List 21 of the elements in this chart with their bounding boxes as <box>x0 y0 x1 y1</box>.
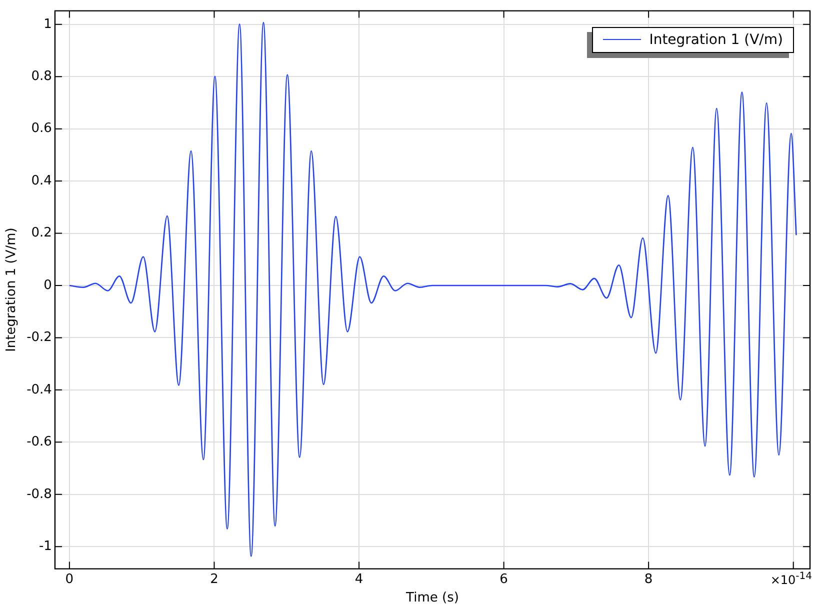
x-tick-label: 4 <box>354 572 364 587</box>
x-tick-label: 6 <box>500 572 508 587</box>
y-tick-label: -0.2 <box>26 330 52 346</box>
y-tick-label: 0.8 <box>31 68 52 84</box>
x-axis-title: Time (s) <box>405 590 459 606</box>
x-tick-label: 2 <box>210 572 218 587</box>
line-series <box>68 22 797 557</box>
y-tick-label: -0.6 <box>26 434 52 450</box>
y-tick-label: -0.8 <box>26 486 52 502</box>
y-tick-label: 1 <box>44 16 52 32</box>
x-tick-label: 8 <box>644 572 653 587</box>
y-tick-label: 0.2 <box>31 226 52 241</box>
y-tick-label: 0.4 <box>31 173 52 188</box>
legend-label: Integration 1 (V/m) <box>649 32 783 48</box>
text: ×10$^{-14}$ <box>770 570 812 587</box>
y-axis-title: Integration 1 (V/m) <box>4 228 20 352</box>
y-tick-label: -0.4 <box>26 382 52 398</box>
x-tick-label: 0 <box>65 572 74 587</box>
y-tick-label: 0 <box>44 278 52 293</box>
y-tick-label: -1 <box>38 538 52 554</box>
y-tick-label: 0.6 <box>31 121 52 136</box>
